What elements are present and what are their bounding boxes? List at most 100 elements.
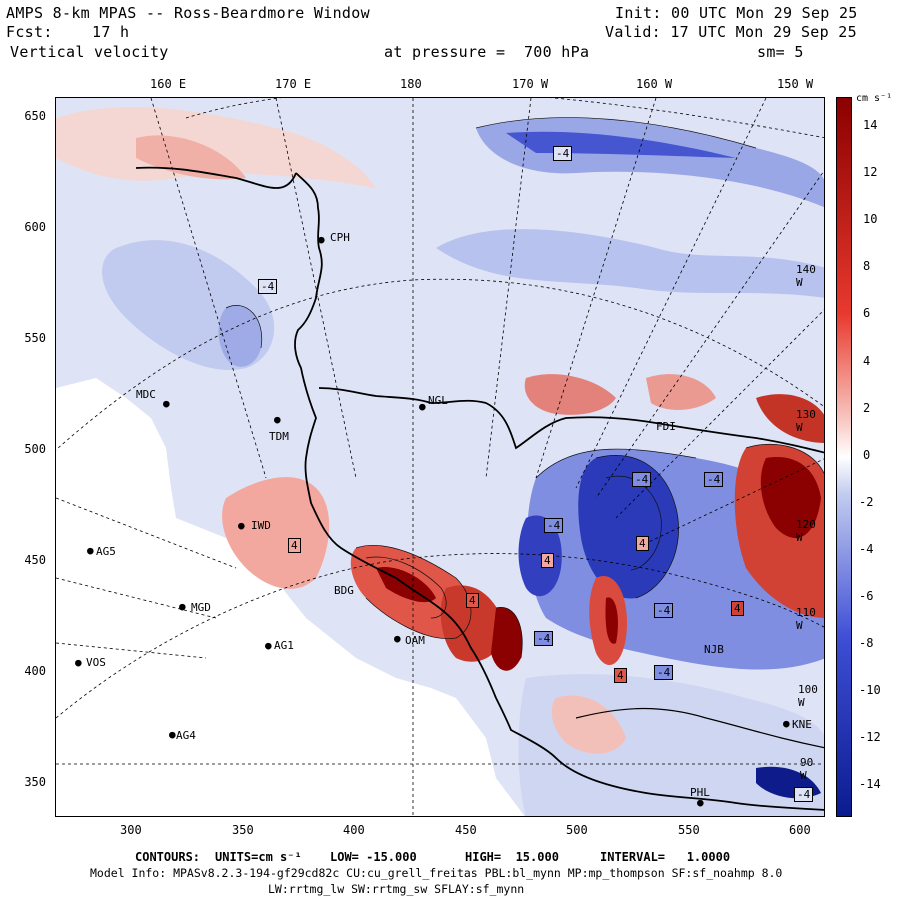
red-cell [222,477,330,589]
station-marker: ● [394,632,401,645]
contour-label: -4 [794,787,814,802]
contours-units: UNITS=cm s⁻¹ [215,850,302,864]
station-marker: ● [238,519,245,532]
station-label-vos: VOS [86,656,106,669]
station-label-kne: KNE [792,718,812,731]
bottom-axis-label: 550 [678,823,700,837]
top-axis-label: 160 W [636,77,673,91]
blue-core [578,455,679,599]
field-name: Vertical velocity [10,43,169,61]
red-core [760,457,821,538]
contour-label: -4 [654,665,674,680]
colorbar-tick-label: -8 [859,635,874,650]
colorbar-tick-label: -10 [859,682,881,697]
colorbar-tick-label: -2 [859,494,874,509]
station-label-mgd: MGD [191,601,211,614]
red-cell [756,394,824,443]
bottom-axis-label: 600 [789,823,811,837]
bottom-axis-label: 300 [120,823,142,837]
forecast-hour: 17 h [92,23,130,41]
red-core [605,597,618,644]
left-axis-label: 350 [24,775,46,789]
red-cell [440,585,506,662]
bottom-axis-label: 400 [343,823,365,837]
colorbar-tick-label: 4 [863,353,871,368]
station-label-mdc: MDC [136,388,156,401]
station-marker: ● [163,397,170,410]
station-marker: ● [87,544,94,557]
contour-lines [225,117,824,659]
top-axis-label: 160 E [150,77,187,91]
station-marker: ● [318,233,325,246]
smoothing-value: sm= 5 [757,43,804,61]
contour-label: 4 [636,536,649,551]
top-axis-label: 180 [400,77,422,91]
station-label-ag1: AG1 [274,639,294,652]
colorbar-tick-label: -14 [859,777,881,792]
top-axis-label: 150 W [777,77,814,91]
station-marker: ● [169,728,176,741]
colorbar-tick-label: 10 [863,212,878,227]
contour-label: -4 [654,603,674,618]
contour-label: -4 [544,518,564,533]
top-axis-label: 170 W [512,77,549,91]
blue-band [436,229,824,298]
init-time: Init: 00 UTC Mon 29 Sep 25 [615,4,858,22]
top-axis-label: 170 E [275,77,312,91]
contours-interval: INTERVAL= 1.0000 [600,850,731,864]
colorbar-tick-label: -12 [859,730,881,744]
contour-label: 4 [541,553,554,568]
colorbar-tick-label: 0 [863,447,871,462]
contour-label: -4 [258,279,278,294]
left-axis-label: 500 [24,442,46,456]
graticule [56,98,824,816]
model-info: Model Info: MPASv8.2.3-194-gf29cd82c CU:… [90,866,783,880]
coastline [294,172,824,811]
left-axis-label: 450 [24,553,46,567]
contour-label: 4 [466,593,479,608]
station-label-njb: NJB [704,643,724,656]
vertical-velocity-map [56,98,824,816]
coastline [575,707,824,749]
bottom-axis-label: 500 [566,823,588,837]
contours-low: LOW= -15.000 [330,850,417,864]
station-label-fdi: FDI [656,420,676,433]
station-marker: ● [265,639,272,652]
map-panel: ● CPH ● MDC ● TDM ● NGL FDI ● IWD ● AG5 … [55,97,825,817]
colorbar-units: cm s⁻¹ [856,93,893,104]
station-label-ngl: NGL [428,394,448,407]
station-marker: ● [274,413,281,426]
contour-label: -4 [534,631,554,646]
bottom-axis-label: 450 [455,823,477,837]
lon-label-130w: 130 W [796,408,816,434]
contour-label: 4 [614,668,627,683]
station-label-bdg: BDG [334,584,354,597]
plateau-no-data-2 [431,688,525,816]
pressure-level: at pressure = 700 hPa [384,43,590,61]
station-marker: ● [783,717,790,730]
colorbar-tick-label: 12 [863,165,878,180]
red-cell [551,695,626,754]
red-cell [524,374,616,415]
lon-label-90w: 90 W [800,756,814,782]
contour-label: 4 [731,601,744,616]
contours-high: HIGH= 15.000 [465,850,559,864]
red-core [491,607,523,671]
plateau-no-data [56,378,431,816]
station-marker: ● [75,656,82,669]
station-marker: ● [697,796,704,809]
model-info-2: LW:rrtmg_lw SW:rrtmg_sw SFLAY:sf_mynn [268,882,525,896]
station-label-phl: PHL [690,786,710,799]
station-marker: ● [179,600,186,613]
colorbar-tick-label: -6 [859,588,874,603]
station-label-tdm: TDM [269,430,289,443]
station-marker: ● [419,400,426,413]
left-axis-label: 650 [24,109,46,123]
left-axis-label: 550 [24,331,46,345]
lon-label-100w: 100 W [798,683,818,709]
station-label-ag5: AG5 [96,545,116,558]
lon-label-140w: 140 W [796,263,816,289]
contours-label: CONTOURS: [135,850,201,864]
colorbar-tick-label: 2 [863,400,871,415]
bottom-axis-label: 350 [232,823,254,837]
